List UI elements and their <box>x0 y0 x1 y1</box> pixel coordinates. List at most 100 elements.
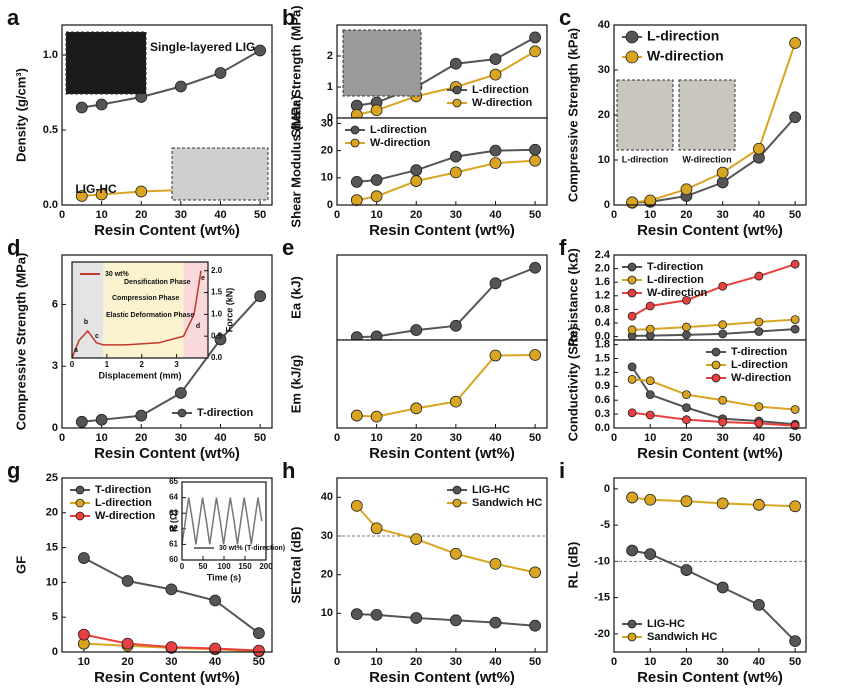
legend-marker <box>75 498 85 508</box>
x-tick-label: 100 <box>217 562 231 571</box>
marker <box>680 495 693 508</box>
y-tick-label: 25 <box>46 472 58 484</box>
marker <box>489 349 502 362</box>
legend-marker <box>350 125 360 135</box>
annotation: c <box>95 333 99 340</box>
marker <box>410 175 423 187</box>
legend-label: W-direction <box>647 48 724 64</box>
marker <box>627 374 637 384</box>
marker <box>489 157 502 170</box>
marker <box>716 581 729 594</box>
x-tick-label: 50 <box>254 209 266 221</box>
frame <box>336 477 548 653</box>
marker <box>350 499 363 512</box>
marker <box>449 614 462 627</box>
y-tick-label: 2.4 <box>595 249 611 261</box>
x-tick-label: 20 <box>680 209 692 221</box>
x-tick-label: 10 <box>95 432 107 444</box>
legend-label: LIG-HC <box>472 484 510 496</box>
y-tick-label: 10 <box>598 154 610 166</box>
annotation: Elastic Deformation Phase <box>106 312 194 319</box>
legend-label: W-direction <box>472 97 533 109</box>
marker <box>789 37 802 49</box>
panel-label: e <box>282 235 294 260</box>
y-tick-label: 0 <box>604 483 610 495</box>
frame <box>613 339 807 429</box>
chart: 0 10 20 30 40 50 Resin Content (wt%) Em (kJ/g) <box>288 339 548 462</box>
marker <box>449 150 462 163</box>
marker <box>370 608 383 621</box>
chart: 0.0 0.3 0.6 0.9 1.2 1.51.8 0 10 20 30 40 50 Resin Co… <box>565 327 807 462</box>
marker <box>209 594 222 607</box>
legend-marker <box>177 408 187 418</box>
marker <box>165 583 178 596</box>
x-tick-label: 0 <box>611 209 617 221</box>
legend-label: L-direction <box>95 497 152 509</box>
x-tick-label: 10 <box>95 209 107 221</box>
x-tick-label: 0 <box>334 656 340 668</box>
marker <box>489 144 502 157</box>
x-tick-label: 50 <box>254 432 266 444</box>
y-tick-label: 0.0 <box>211 353 223 362</box>
y-axis-label: R (Ω) <box>168 510 178 532</box>
marker <box>489 53 502 65</box>
panel-label: c <box>559 5 571 30</box>
y-tick-label: 10 <box>321 172 333 184</box>
marker <box>716 166 729 179</box>
legend-label: Sandwich HC <box>647 631 717 643</box>
marker <box>370 410 383 423</box>
x-tick-label: 50 <box>789 656 801 668</box>
y-tick-label: 3 <box>52 360 58 372</box>
x-tick-label: 40 <box>753 432 765 444</box>
marker <box>489 557 502 570</box>
x-tick-label: 0 <box>611 432 617 444</box>
legend-label: Sandwich HC <box>472 497 542 509</box>
x-tick-label: 10 <box>370 209 382 221</box>
series-line <box>631 366 796 426</box>
marker <box>410 164 423 177</box>
x-tick-label: 10 <box>644 209 656 221</box>
x-tick-label: 20 <box>680 656 692 668</box>
annotation: a <box>74 347 78 354</box>
marker <box>529 619 542 632</box>
legend-marker <box>711 360 721 370</box>
legend-label: W-direction <box>370 137 431 149</box>
series-line <box>181 497 263 545</box>
marker <box>449 547 462 560</box>
marker <box>121 637 134 650</box>
x-tick-label: 20 <box>410 432 422 444</box>
y-tick-label: 5 <box>52 611 58 623</box>
marker <box>350 409 363 422</box>
x-tick-label: 0 <box>59 209 65 221</box>
legend-label: 30 wt% <box>105 271 130 278</box>
panel-label: g <box>7 458 20 483</box>
y-tick-label: 40 <box>598 19 610 31</box>
legend-marker <box>452 498 462 508</box>
y-axis-label: RL (dB) <box>565 542 580 589</box>
marker <box>789 111 802 124</box>
x-axis-label: Time (s) <box>207 572 241 582</box>
marker <box>627 408 637 418</box>
legend-marker <box>625 30 639 44</box>
annotation: b <box>84 319 88 326</box>
frame <box>336 339 548 429</box>
marker <box>718 395 728 405</box>
y-tick-label: 62 <box>169 524 178 533</box>
y-axis-label: Shear Modulus (MPa) <box>288 95 303 227</box>
y-tick-label: 0.5 <box>43 124 58 136</box>
y-tick-label: 1.2 <box>595 366 610 378</box>
x-axis-label: Resin Content (wt%) <box>94 445 240 462</box>
panel-label: b <box>282 5 295 30</box>
marker <box>75 190 88 202</box>
annotation: e <box>201 275 205 282</box>
x-tick-label: 20 <box>680 432 692 444</box>
marker <box>214 67 227 79</box>
x-tick-label: 0 <box>611 656 617 668</box>
legend-marker <box>625 50 639 64</box>
x-tick-label: 0 <box>59 432 65 444</box>
y-tick-label: 1.8 <box>595 339 610 351</box>
y-tick-label: 60 <box>169 555 178 564</box>
y-axis-label: Compressive Strength (kPa) <box>565 28 580 202</box>
legend-marker <box>452 98 462 108</box>
panel-label: f <box>559 235 567 260</box>
